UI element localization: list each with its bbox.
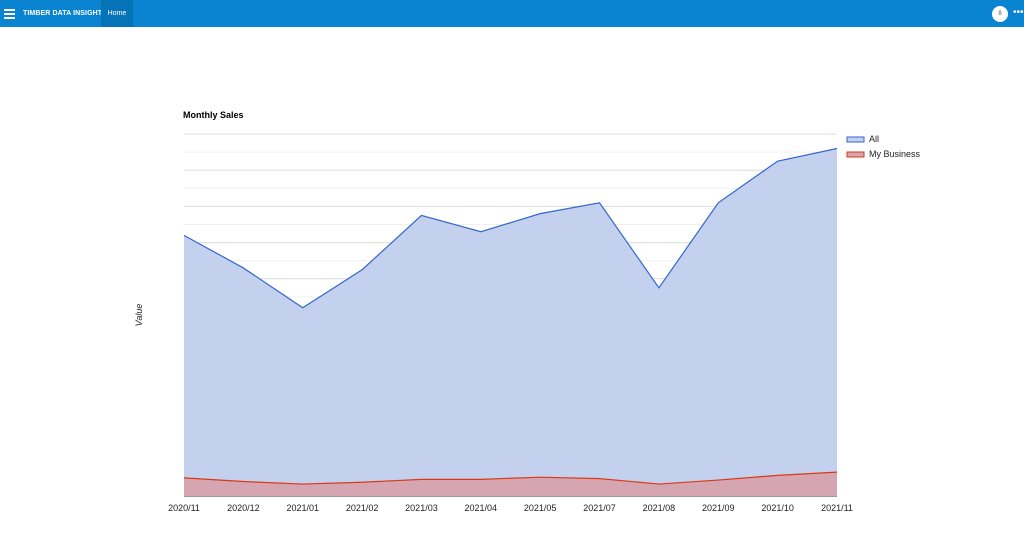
app-title: TIMBER DATA INSIGHTS [23, 10, 107, 17]
chart-legend[interactable]: All My Business [846, 134, 921, 159]
ellipsis-icon[interactable]: ••• [1013, 7, 1024, 18]
x-tick-label: 2020/11 [168, 503, 200, 513]
x-axis-tick-labels: 2020/11 2020/12 2021/01 2021/02 2021/03 2021/… [168, 503, 853, 513]
series-line-1 [183, 471, 838, 485]
user-avatar[interactable]: 8 [992, 6, 1008, 22]
x-tick-label: 2021/11 [821, 503, 853, 513]
x-tick-label: 2021/07 [583, 503, 616, 513]
series-line-0 [183, 147, 838, 309]
x-tick-label: 2021/05 [524, 503, 557, 513]
x-tick-label: 2021/01 [286, 503, 319, 513]
top-app-bar: TIMBER DATA INSIGHTS Home 8 ••• [0, 0, 1024, 27]
x-tick-label: 2021/10 [761, 503, 794, 513]
hamburger-menu-icon[interactable] [4, 5, 16, 21]
legend-label[interactable]: My Business [869, 149, 921, 159]
legend-swatch [846, 136, 865, 143]
x-tick-label: 2021/03 [405, 503, 438, 513]
x-tick-label: 2021/04 [465, 503, 498, 513]
x-tick-label: 2021/08 [643, 503, 676, 513]
y-axis-label: Value [134, 304, 144, 327]
legend-label[interactable]: All [869, 134, 879, 144]
chart-series [183, 147, 838, 497]
x-tick-label: 2021/02 [346, 503, 379, 513]
series-area-1 [184, 472, 837, 496]
x-tick-label: 2021/09 [702, 503, 735, 513]
series-area-0 [184, 148, 837, 497]
x-tick-label: 2020/12 [227, 503, 260, 513]
nav-home-tab[interactable]: Home [101, 0, 133, 27]
chart-title: Monthly Sales [183, 110, 244, 120]
legend-swatch [846, 151, 865, 158]
